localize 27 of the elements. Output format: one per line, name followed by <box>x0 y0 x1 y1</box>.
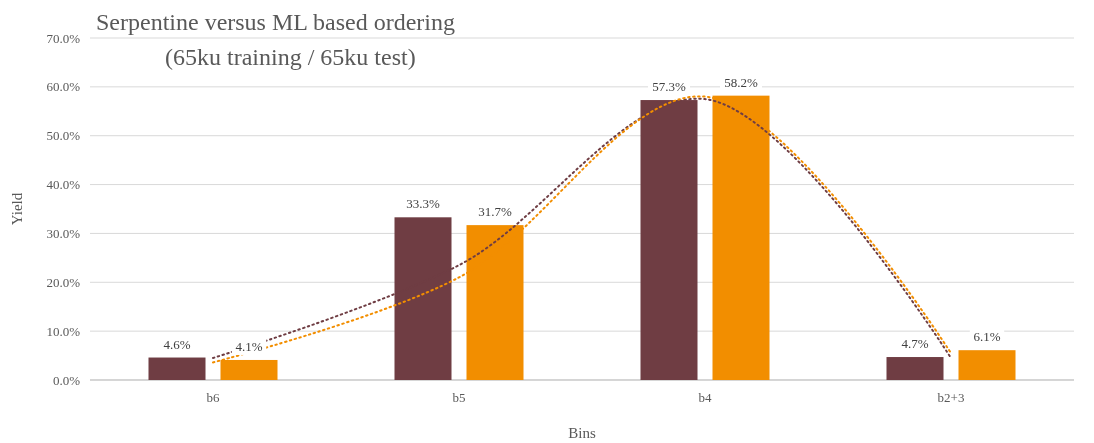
y-axis-title: Yield <box>9 192 25 226</box>
y-tick-label: 0.0% <box>52 372 81 388</box>
data-label: 31.7% <box>478 204 512 220</box>
chart-title: Serpentine versus ML based ordering <box>96 9 456 35</box>
bar <box>148 357 206 380</box>
y-tick-label: 10.0% <box>46 323 81 339</box>
y-tick-label: 30.0% <box>46 225 81 241</box>
data-label: 57.3% <box>652 79 686 95</box>
y-tick-label: 40.0% <box>46 177 81 193</box>
bar <box>886 357 944 380</box>
data-label: 4.7% <box>901 336 929 352</box>
data-label: 6.1% <box>973 329 1001 345</box>
data-label: 4.6% <box>163 336 191 352</box>
y-tick-label: 20.0% <box>46 274 81 290</box>
y-tick-label: 60.0% <box>46 79 81 95</box>
x-tick-label: b6 <box>206 390 220 405</box>
data-label: 33.3% <box>406 196 440 212</box>
x-tick-label: b4 <box>698 390 712 405</box>
y-tick-label: 70.0% <box>46 30 81 46</box>
x-tick-label: b2+3 <box>937 390 965 405</box>
chart-subtitle: (65ku training / 65ku test) <box>165 44 416 70</box>
x-tick-label: b5 <box>452 390 466 405</box>
data-label: 58.2% <box>724 74 758 90</box>
bar <box>958 350 1016 380</box>
x-axis-title: Bins <box>568 425 596 441</box>
data-label: 4.1% <box>235 338 263 354</box>
y-tick-label: 50.0% <box>46 128 81 144</box>
